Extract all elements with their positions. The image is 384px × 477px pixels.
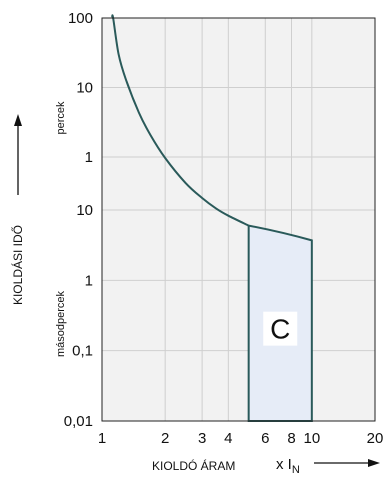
- y-tick-label-seconds: 1: [85, 272, 93, 289]
- y-tick-labels: 100 10 1 10 1 0,1 0,01: [64, 10, 93, 430]
- x-tick-labels: 1 2 3 4 6 8 10 20: [98, 430, 384, 447]
- trip-curve-line: [111, 14, 250, 227]
- y-unit-seconds: másodpercek: [55, 290, 67, 357]
- trip-curve: [111, 14, 250, 227]
- c-label: C: [270, 314, 290, 345]
- x-axis-unit: x IN: [276, 456, 300, 476]
- x-tick-label: 2: [161, 430, 169, 447]
- y-tick-label-minutes: 10: [76, 80, 93, 97]
- c-curve-region: C: [247, 224, 313, 422]
- y-tick-label-seconds: 0,01: [64, 413, 93, 430]
- c-label-box: [263, 311, 298, 346]
- plot-area: [102, 18, 375, 421]
- y-tick-label-minutes: 1: [85, 149, 93, 166]
- y-axis-arrow: [14, 114, 22, 195]
- x-tick-label: 1: [98, 430, 106, 447]
- grid-lines: [102, 17, 375, 421]
- x-tick-label: 20: [367, 430, 384, 447]
- x-tick-label: 4: [224, 430, 232, 447]
- x-tick-label: 10: [303, 430, 320, 447]
- y-unit-minutes: percek: [55, 101, 67, 135]
- y-tick-label-minutes: 100: [68, 10, 93, 27]
- x-tick-label: 6: [261, 430, 269, 447]
- x-axis-arrow: [314, 459, 380, 467]
- y-axis-label: KIOLDÁSI IDŐ: [10, 225, 25, 305]
- x-axis-label: KIOLDÓ ÁRAM: [152, 458, 235, 473]
- x-tick-label: 3: [198, 430, 206, 447]
- y-tick-label-seconds: 0,1: [72, 343, 93, 360]
- x-tick-label: 8: [287, 430, 295, 447]
- y-tick-label-seconds: 10: [76, 202, 93, 219]
- plot-frame: [101, 17, 376, 422]
